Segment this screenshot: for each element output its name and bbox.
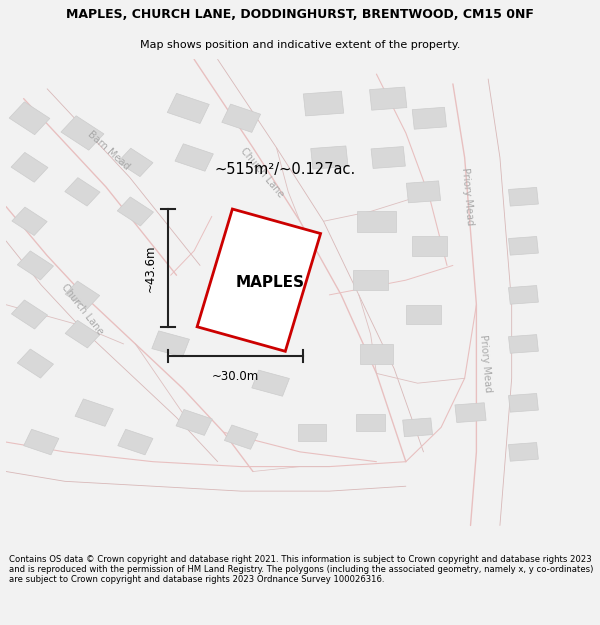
Polygon shape [17, 251, 53, 280]
Polygon shape [509, 188, 538, 206]
Text: Barn Mead: Barn Mead [86, 129, 132, 171]
Polygon shape [509, 442, 538, 461]
Polygon shape [304, 91, 344, 116]
Polygon shape [509, 236, 538, 255]
Polygon shape [17, 349, 53, 378]
Text: ~43.6m: ~43.6m [144, 244, 157, 292]
Polygon shape [175, 144, 214, 171]
Text: MAPLES, CHURCH LANE, DODDINGHURST, BRENTWOOD, CM15 0NF: MAPLES, CHURCH LANE, DODDINGHURST, BRENT… [66, 8, 534, 21]
Polygon shape [197, 209, 320, 351]
Polygon shape [455, 402, 486, 422]
Text: Contains OS data © Crown copyright and database right 2021. This information is : Contains OS data © Crown copyright and d… [9, 554, 593, 584]
Text: Church Lane: Church Lane [59, 282, 106, 337]
Polygon shape [360, 344, 392, 364]
Polygon shape [222, 104, 260, 132]
Polygon shape [412, 107, 446, 129]
Polygon shape [412, 236, 447, 256]
Text: Map shows position and indicative extent of the property.: Map shows position and indicative extent… [140, 39, 460, 49]
Text: Priory Mead: Priory Mead [460, 168, 475, 226]
Polygon shape [117, 197, 154, 226]
Polygon shape [371, 146, 406, 169]
Text: Church Lane: Church Lane [238, 146, 286, 199]
Polygon shape [403, 418, 433, 437]
Polygon shape [252, 370, 289, 396]
Polygon shape [311, 146, 348, 169]
Polygon shape [509, 394, 538, 412]
Text: ~30.0m: ~30.0m [212, 370, 259, 383]
Polygon shape [167, 93, 209, 124]
Polygon shape [23, 429, 59, 455]
Polygon shape [118, 429, 153, 455]
Text: MAPLES: MAPLES [236, 275, 305, 290]
Polygon shape [224, 425, 258, 449]
Text: ~515m²/~0.127ac.: ~515m²/~0.127ac. [215, 162, 356, 177]
Polygon shape [356, 414, 385, 431]
Polygon shape [9, 102, 50, 134]
Polygon shape [353, 270, 388, 291]
Polygon shape [61, 116, 104, 150]
Text: Priory Mead: Priory Mead [478, 334, 493, 393]
Polygon shape [65, 320, 100, 348]
Polygon shape [12, 207, 47, 236]
Polygon shape [176, 409, 212, 436]
Polygon shape [509, 334, 538, 353]
Polygon shape [509, 286, 538, 304]
Polygon shape [152, 331, 190, 357]
Polygon shape [65, 281, 100, 309]
Polygon shape [370, 87, 407, 110]
Polygon shape [406, 304, 441, 324]
Polygon shape [65, 177, 100, 206]
Polygon shape [358, 211, 395, 232]
Polygon shape [11, 152, 48, 182]
Polygon shape [11, 300, 47, 329]
Polygon shape [118, 148, 153, 177]
Polygon shape [406, 181, 440, 203]
Polygon shape [298, 424, 326, 441]
Polygon shape [75, 399, 113, 426]
